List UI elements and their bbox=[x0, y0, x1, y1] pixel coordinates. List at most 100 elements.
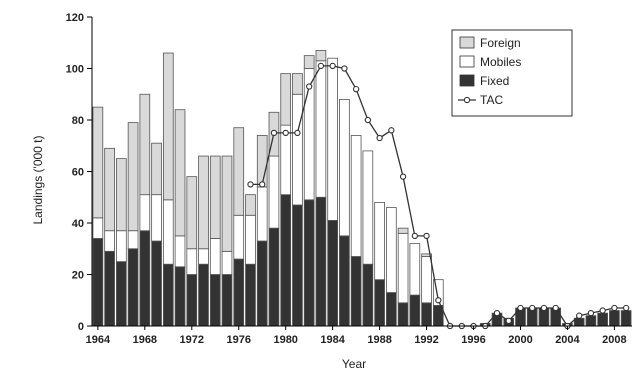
tac-point bbox=[329, 62, 336, 70]
bar-foreign bbox=[233, 127, 245, 216]
bar-fixed bbox=[127, 248, 139, 327]
tac-point bbox=[435, 297, 442, 304]
legend-label-foreign: Foreign bbox=[480, 36, 521, 50]
bar-foreign bbox=[221, 155, 233, 252]
bar-fixed bbox=[327, 220, 338, 327]
tac-point bbox=[317, 62, 325, 70]
bar-fixed bbox=[256, 240, 268, 327]
bar-foreign bbox=[245, 194, 256, 216]
x-tick-label: 1988 bbox=[367, 334, 391, 346]
bar-foreign bbox=[104, 147, 115, 232]
tac-point bbox=[247, 181, 254, 188]
bar-mobiles bbox=[186, 248, 198, 275]
bar-fixed bbox=[362, 263, 374, 327]
bar-fixed bbox=[151, 240, 162, 327]
bar-foreign bbox=[174, 109, 186, 237]
bar-mobiles bbox=[151, 194, 162, 242]
bar-mobiles bbox=[162, 199, 174, 265]
tac-point bbox=[411, 232, 418, 240]
x-tick-label: 1992 bbox=[414, 334, 438, 346]
bar-foreign bbox=[186, 176, 198, 250]
y-tick-label: 60 bbox=[72, 167, 84, 179]
tac-point bbox=[423, 232, 430, 240]
bar-fixed bbox=[303, 199, 315, 327]
bar-fixed bbox=[139, 230, 151, 327]
bar-mobiles bbox=[127, 230, 139, 250]
tac-point bbox=[282, 129, 289, 137]
x-tick-label: 2000 bbox=[508, 334, 532, 346]
tac-point bbox=[611, 304, 618, 312]
tac-point bbox=[259, 181, 266, 188]
bar-mobiles bbox=[421, 256, 432, 304]
y-tick-label: 100 bbox=[66, 64, 84, 76]
bar-fixed bbox=[198, 263, 209, 327]
bar-fixed bbox=[292, 204, 303, 327]
x-axis-label: Year bbox=[342, 357, 366, 371]
bar-foreign bbox=[151, 142, 162, 196]
bar-mobiles bbox=[116, 230, 127, 263]
bar-mobiles bbox=[315, 60, 327, 198]
bar-foreign bbox=[303, 55, 315, 69]
y-tick-label: 20 bbox=[72, 270, 84, 282]
bar-mobiles bbox=[397, 232, 409, 304]
tac-point bbox=[306, 83, 313, 90]
tac-point bbox=[517, 304, 524, 312]
bar-fixed bbox=[104, 250, 115, 327]
tac-line-series bbox=[247, 62, 630, 330]
bar-mobiles bbox=[104, 230, 115, 252]
bar-fixed bbox=[186, 274, 198, 327]
bar-fixed bbox=[209, 274, 221, 327]
legend: Foreign Mobiles Fixed TAC bbox=[451, 29, 573, 117]
legend-label-mobiles: Mobiles bbox=[480, 55, 521, 69]
bar-foreign bbox=[92, 106, 104, 219]
tac-point bbox=[552, 304, 559, 312]
bar-fixed bbox=[233, 258, 245, 327]
bar-mobiles bbox=[292, 93, 303, 206]
bar-mobiles bbox=[256, 186, 268, 242]
bar-foreign bbox=[397, 227, 409, 234]
bar-fixed bbox=[162, 263, 174, 327]
bar-mobiles bbox=[409, 243, 421, 296]
bar-foreign bbox=[127, 122, 139, 232]
bar-mobiles bbox=[209, 238, 221, 275]
bar-mobiles bbox=[339, 99, 350, 237]
tac-point bbox=[540, 304, 548, 312]
bar-fixed bbox=[409, 294, 421, 327]
tac-point bbox=[587, 309, 595, 317]
bar-foreign bbox=[209, 155, 221, 239]
tac-point bbox=[341, 65, 348, 72]
x-tick-label: 1964 bbox=[86, 334, 111, 346]
bar-fixed bbox=[350, 256, 362, 327]
legend-swatch-mobiles bbox=[459, 55, 475, 68]
bar-foreign bbox=[139, 93, 151, 196]
legend-label-tac: TAC bbox=[480, 93, 503, 107]
bar-fixed bbox=[421, 302, 432, 327]
bar-foreign bbox=[198, 155, 209, 250]
bar-fixed bbox=[268, 227, 280, 327]
bar-fixed bbox=[609, 310, 620, 327]
bar-fixed bbox=[245, 263, 256, 327]
bar-mobiles bbox=[362, 150, 374, 265]
bar-mobiles bbox=[432, 279, 444, 306]
bar-fixed bbox=[374, 279, 385, 327]
bar-foreign bbox=[256, 135, 268, 188]
bar-fixed bbox=[221, 274, 233, 327]
y-axis-label: Landings ('000 t) bbox=[31, 135, 45, 224]
bar-fixed bbox=[386, 292, 397, 327]
bar-fixed bbox=[116, 261, 127, 327]
bar-mobiles bbox=[327, 57, 338, 221]
legend-label-fixed: Fixed bbox=[480, 74, 509, 88]
bar-mobiles bbox=[386, 207, 397, 293]
legend-swatch-foreign bbox=[459, 36, 475, 49]
x-tick-label: 1980 bbox=[273, 334, 297, 346]
bar-mobiles bbox=[245, 214, 256, 265]
bar-fixed bbox=[585, 315, 597, 327]
bar-mobiles bbox=[350, 135, 362, 257]
tac-point bbox=[622, 304, 630, 312]
tac-point bbox=[599, 307, 606, 314]
bar-foreign bbox=[162, 52, 174, 201]
y-tick-label: 0 bbox=[78, 321, 84, 333]
bar-fixed bbox=[92, 238, 104, 327]
x-tick-label: 1976 bbox=[226, 334, 250, 346]
